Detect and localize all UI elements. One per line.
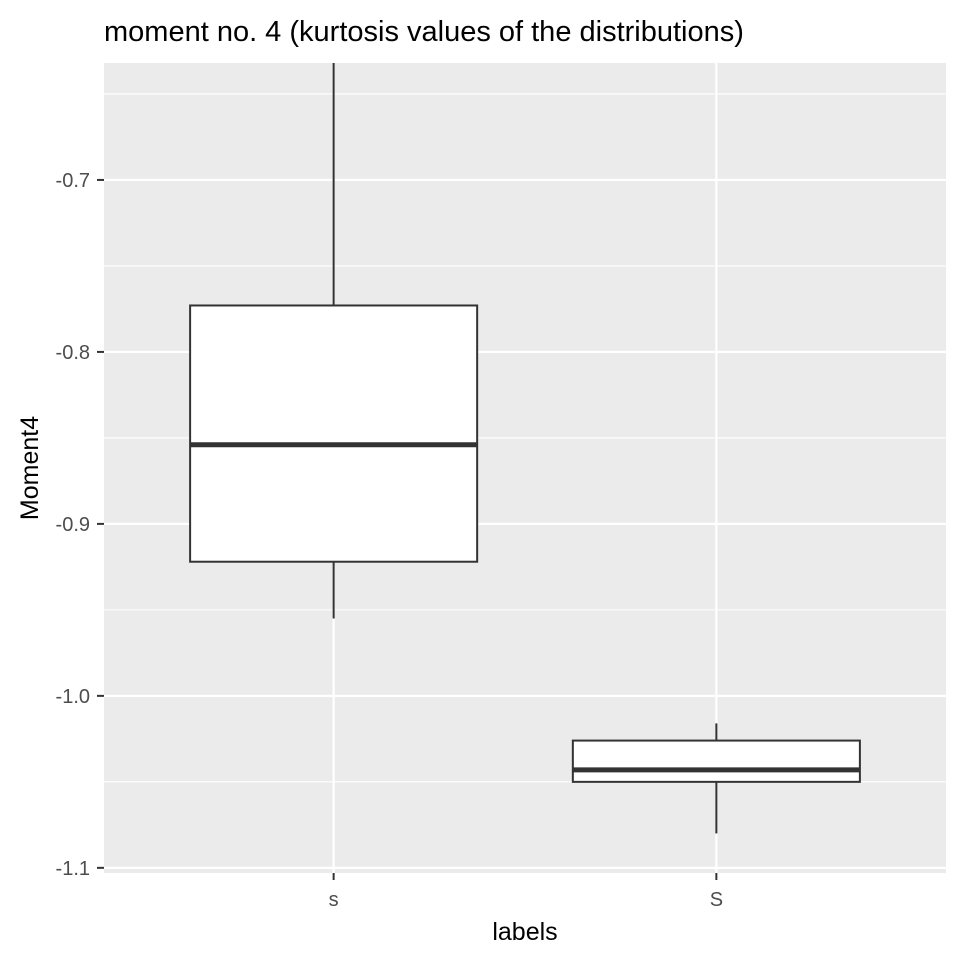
- box-2: [571, 723, 861, 834]
- y-tick-label: -0.8: [56, 342, 90, 364]
- box-body: [571, 739, 861, 783]
- y-tick-label: -0.7: [56, 170, 90, 192]
- y-tick-label: -1.1: [56, 858, 90, 880]
- x-axis-title: labels: [492, 918, 557, 946]
- x-tick-label: s: [329, 889, 339, 911]
- y-axis-title: Moment4: [16, 416, 44, 520]
- y-tick-label: -1.0: [56, 686, 90, 708]
- y-tick-label: -0.9: [56, 514, 90, 536]
- chart-title: moment no. 4 (kurtosis values of the dis…: [104, 16, 744, 48]
- boxes: [189, 63, 861, 834]
- x-tick-label: S: [710, 889, 723, 911]
- box-1: [189, 63, 479, 619]
- axes: -0.7 -0.8 -0.9 -1.0 -1.1 s S: [56, 170, 724, 911]
- box-body: [189, 304, 479, 563]
